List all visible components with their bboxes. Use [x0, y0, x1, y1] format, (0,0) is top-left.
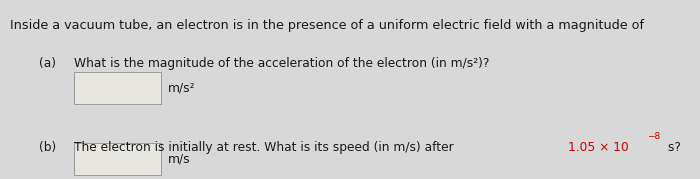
FancyBboxPatch shape: [74, 72, 161, 104]
Text: (b): (b): [38, 141, 56, 154]
Text: Inside a vacuum tube, an electron is in the presence of a uniform electric field: Inside a vacuum tube, an electron is in …: [10, 19, 648, 32]
FancyBboxPatch shape: [74, 143, 161, 175]
Text: −8: −8: [647, 132, 660, 141]
Text: What is the magnitude of the acceleration of the electron (in m/s²)?: What is the magnitude of the acceleratio…: [74, 57, 489, 70]
Text: (a): (a): [38, 57, 55, 70]
Text: m/s: m/s: [168, 153, 190, 166]
Text: m/s²: m/s²: [168, 81, 195, 94]
Text: 1.05 × 10: 1.05 × 10: [568, 141, 629, 154]
Text: The electron is initially at rest. What is its speed (in m/s) after: The electron is initially at rest. What …: [74, 141, 457, 154]
Text: s?: s?: [664, 141, 681, 154]
